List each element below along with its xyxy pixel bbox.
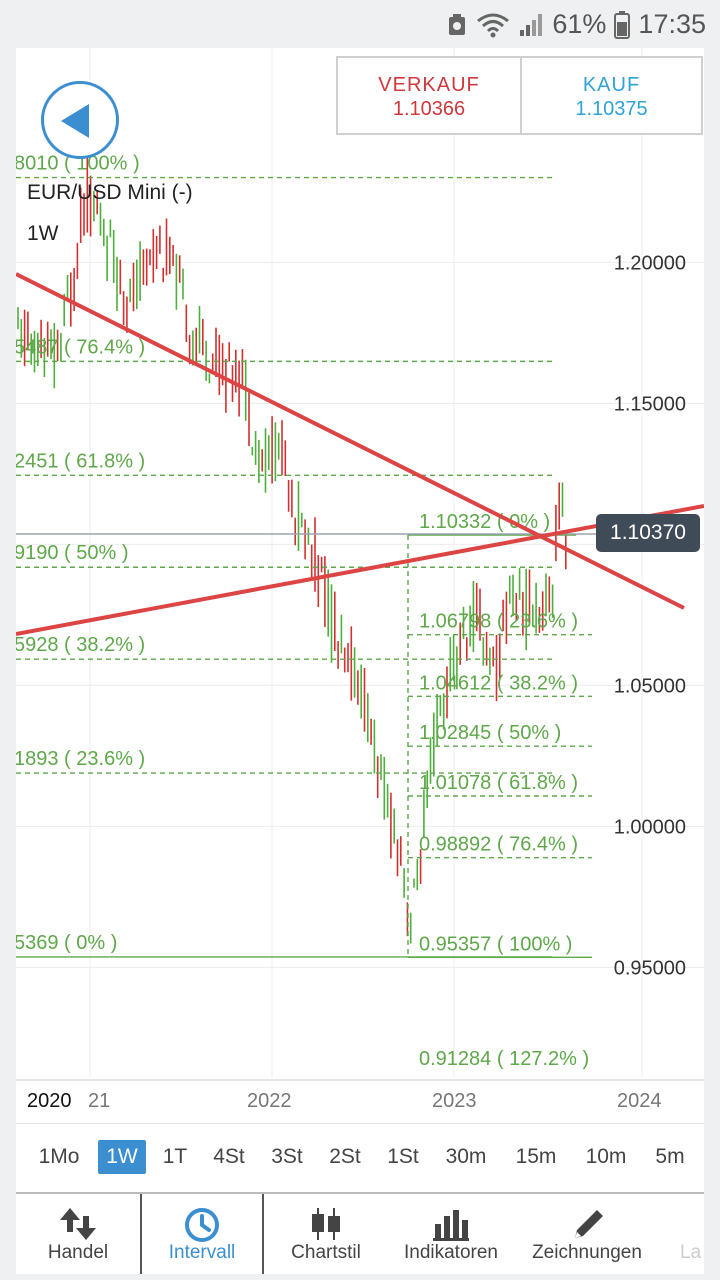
fib-right-label: 0.98892 ( 76.4% ) (419, 834, 578, 856)
nav-zeichnungen[interactable]: Zeichnungen (526, 1194, 648, 1274)
interval-1mo[interactable]: 1Mo (38, 1145, 80, 1168)
fib-right-label: 1.10332 ( 0% ) (419, 511, 550, 533)
y-tick-label: 1.20000 (614, 252, 686, 274)
bottom-navigation: Handel Intervall Chartstil Indikatoren Z… (16, 1192, 704, 1274)
wifi-icon (477, 13, 510, 37)
interval-2st[interactable]: 2St (329, 1145, 361, 1168)
buy-price: 1.10375 (575, 98, 648, 120)
x-tick-label: 2020 (27, 1090, 72, 1112)
interval-4st[interactable]: 4St (213, 1145, 245, 1168)
trade-arrows-icon (60, 1208, 96, 1240)
nav-handel[interactable]: Handel (16, 1194, 140, 1274)
price-chart[interactable]: 8010 ( 100% ) 5487 ( 76.4% ) 2451 ( 61.8% … (16, 48, 704, 1123)
bar-chart-icon (433, 1210, 469, 1241)
chart-app: 8010 ( 100% ) 5487 ( 76.4% ) 2451 ( 61.8% … (16, 48, 704, 1274)
interval-30m[interactable]: 30m (445, 1145, 487, 1168)
clock: 17:35 (638, 9, 706, 39)
fib-right-label: 1.01078 ( 61.8% ) (419, 772, 578, 794)
chart-grid (16, 48, 704, 1081)
nav-chartstil-label: Chartstil (291, 1242, 361, 1263)
interval-10m[interactable]: 10m (585, 1145, 627, 1168)
y-tick-label: 0.95000 (614, 957, 686, 979)
candlestick-icon (312, 1208, 340, 1240)
interval-15m[interactable]: 15m (515, 1145, 557, 1168)
y-tick-label: 1.00000 (614, 816, 686, 838)
fib-left-label: 5369 ( 0% ) (16, 932, 117, 954)
pencil-icon (575, 1210, 603, 1238)
nav-indikatoren-label: Indikatoren (403, 1242, 498, 1263)
signal-icon (520, 13, 543, 36)
x-tick-label: 21 (88, 1090, 110, 1112)
nav-divider (140, 1194, 142, 1274)
current-price-tag: 1.10370 (596, 514, 700, 552)
buy-button[interactable]: KAUF 1.10375 (520, 56, 703, 135)
fib-left-label: 8010 ( 100% ) (16, 153, 140, 175)
timeframe-label: 1W (27, 222, 59, 245)
nav-zeichnungen-label: Zeichnungen (532, 1242, 642, 1263)
nav-more-label: La (680, 1242, 702, 1263)
interval-5m[interactable]: 5m (655, 1145, 685, 1168)
nav-handel-label: Handel (47, 1242, 109, 1263)
fib-left-label: 1893 ( 23.6% ) (16, 748, 145, 770)
nav-intervall-label: Intervall (168, 1242, 236, 1263)
sell-price: 1.10366 (392, 98, 466, 120)
nav-chartstil[interactable]: Chartstil (276, 1194, 376, 1274)
status-bar: 61% 17:35 (0, 0, 720, 48)
back-button[interactable] (41, 81, 119, 159)
y-tick-label: 1.05000 (614, 675, 686, 697)
sell-label: VERKAUF (378, 74, 480, 96)
nav-intervall[interactable]: Intervall (142, 1194, 262, 1274)
instrument-name: EUR/USD Mini (-) (27, 181, 193, 204)
uptrend-line (16, 504, 704, 636)
time-axis: 2020 21 2022 2023 2024 (27, 1090, 662, 1112)
fib-right-label: 1.04612 ( 38.2% ) (419, 672, 578, 694)
fib-right-label: 1.06798 ( 23.6% ) (419, 611, 578, 633)
nav-indikatoren[interactable]: Indikatoren (394, 1194, 508, 1274)
interval-1t[interactable]: 1T (162, 1145, 188, 1168)
x-tick-label: 2024 (617, 1090, 662, 1112)
trend-lines (16, 272, 704, 636)
x-tick-label: 2023 (432, 1090, 477, 1112)
interval-1st[interactable]: 1St (387, 1145, 419, 1168)
interval-3st[interactable]: 3St (271, 1145, 303, 1168)
buy-label: KAUF (582, 74, 641, 96)
fib-right-label: 0.91284 ( 127.2% ) (419, 1048, 589, 1070)
nav-divider (262, 1194, 264, 1274)
interval-1w[interactable]: 1W (98, 1140, 146, 1174)
fib-right-label: 0.95357 ( 100% ) (419, 933, 572, 955)
fib-left-label: 9190 ( 50% ) (16, 542, 129, 564)
downtrend-line (16, 272, 685, 610)
y-tick-label: 1.15000 (614, 393, 686, 415)
interval-bar: 1Mo 1W 1T 4St 3St 2St 1St 30m 15m 10m 5m (16, 1123, 704, 1188)
x-tick-label: 2022 (247, 1090, 292, 1112)
fibonacci-levels: 8010 ( 100% ) 5487 ( 76.4% ) 2451 ( 61.8% … (16, 153, 592, 1070)
fib-left-label: 5928 ( 38.2% ) (16, 634, 145, 656)
sell-button[interactable]: VERKAUF 1.10366 (336, 56, 522, 135)
battery-percent: 61% (552, 9, 607, 39)
notification-icon (449, 13, 466, 35)
price-axis: 1.20000 1.15000 1.05000 1.00000 0.95000 (614, 252, 686, 979)
clock-icon (185, 1208, 219, 1242)
nav-more[interactable]: La (680, 1194, 704, 1274)
battery-icon (614, 10, 631, 39)
fib-right-label: 1.02845 ( 50% ) (419, 722, 561, 744)
fib-left-label: 2451 ( 61.8% ) (16, 450, 145, 472)
fib-left-label: 5487 ( 76.4% ) (16, 336, 145, 358)
